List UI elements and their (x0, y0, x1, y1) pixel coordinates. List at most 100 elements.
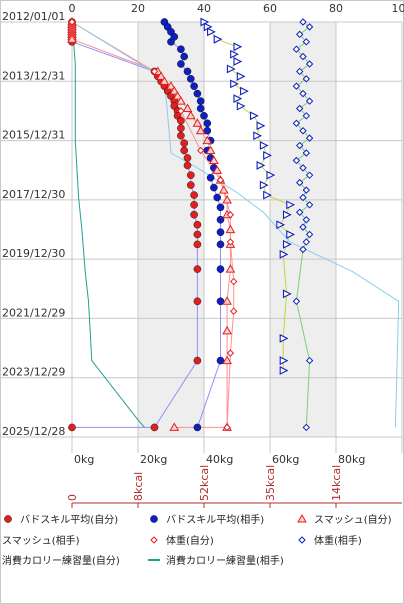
data-point-s2-21 (209, 155, 219, 164)
legend-label-2-0: 消費カロリー練習量(自分) (2, 554, 120, 567)
x-bottom-tick-label-0: 0kg (74, 453, 94, 466)
data-point-s0-35 (193, 297, 202, 306)
data-point-s3-5 (230, 49, 239, 59)
series-markers (67, 16, 314, 432)
y-tick-label-6: 2023/12/29 (2, 366, 65, 379)
legend-label-0-0: バドスキル平均(自分) (20, 513, 118, 526)
data-point-s5-12 (295, 104, 304, 113)
data-point-s1-11 (193, 89, 202, 98)
data-point-s1-14 (200, 112, 208, 120)
data-point-s3-22 (286, 200, 296, 210)
data-point-s5-34 (302, 423, 311, 432)
data-point-s5-7 (295, 67, 304, 76)
data-point-s1-7 (177, 60, 185, 68)
data-point-s2-13 (172, 91, 183, 100)
legend-label-1-2: 体重(相手) (314, 534, 362, 547)
data-point-s3-31 (279, 366, 289, 375)
y-tick-label-1: 2013/12/31 (2, 69, 65, 82)
data-point-s0-31 (193, 220, 202, 229)
data-point-s5-20 (299, 164, 307, 172)
data-point-s1-13 (196, 104, 205, 113)
data-point-s5-19 (292, 156, 301, 165)
data-point-s0-22 (180, 139, 188, 147)
data-point-s0-21 (177, 131, 185, 140)
data-point-s1-12 (196, 97, 205, 105)
data-point-s5-1 (305, 23, 314, 31)
data-point-s2-32 (222, 355, 232, 365)
data-point-s1-30 (216, 356, 225, 365)
data-point-s5-23 (302, 186, 311, 194)
data-point-s2-14 (176, 96, 186, 105)
data-point-s0-25 (183, 161, 192, 170)
y-tick-label-0: 2012/01/01 (2, 10, 65, 23)
data-point-s1-8 (183, 67, 192, 76)
data-point-s5-26 (295, 208, 304, 216)
data-point-s1-28 (216, 265, 225, 273)
data-point-s4-6 (226, 238, 235, 246)
y-tick-label-7: 2025/12/28 (2, 425, 65, 438)
data-point-s3-18 (256, 161, 266, 170)
data-point-s3-17 (263, 151, 272, 160)
data-point-s2-34 (169, 422, 180, 431)
data-point-s2-15 (182, 103, 193, 112)
data-point-s1-9 (186, 75, 195, 83)
y-tick-label-4: 2019/12/30 (2, 247, 65, 260)
x-top-tick-label-5: 100 (392, 2, 404, 15)
data-point-s2-10 (159, 76, 170, 85)
data-point-s1-21 (206, 173, 215, 182)
x-bottom-tick-label-2: 40kg (206, 453, 233, 466)
data-point-s1-10 (190, 82, 198, 90)
y-axis-tick-labels: 2012/01/01 2013/12/31 2015/12/31 2017/12/30… (2, 10, 65, 438)
legend-label-1-1: 体重(自分) (166, 534, 214, 547)
data-point-s4-9 (226, 349, 235, 357)
data-point-s4-8 (229, 307, 238, 315)
data-point-s5-16 (305, 134, 314, 142)
data-point-s5-6 (305, 60, 314, 68)
data-point-s0-38 (68, 423, 76, 432)
data-point-s2-22 (212, 165, 223, 174)
calorie-axis: 0 8kcal 52kcal 35kcal 14kcal (66, 465, 402, 508)
x-top-tick-label-2: 40 (197, 2, 211, 15)
x-axis-bottom-tick-labels: 0kg 20kg 40kg 60kg 80kg (74, 453, 365, 466)
data-point-s1-27 (216, 240, 225, 249)
data-point-s3-6 (233, 57, 243, 66)
x-top-tick-label-4: 80 (329, 2, 343, 15)
y-tick-label-2: 2015/12/31 (2, 129, 65, 142)
data-point-s5-9 (292, 82, 301, 90)
x-bottom-tick-label-4: 80kg (338, 453, 365, 466)
data-point-s4-5 (226, 211, 235, 219)
data-point-s1-16 (203, 126, 212, 135)
data-point-s3-12 (236, 101, 246, 111)
data-point-s3-26 (282, 239, 292, 249)
legend-marker-0-1 (150, 515, 158, 523)
data-point-s3-15 (253, 131, 263, 141)
data-point-s3-3 (213, 34, 223, 44)
legend-label-0-1: バドスキル平均(相手) (166, 513, 264, 526)
legend-marker-0-2 (297, 513, 307, 523)
data-point-s0-32 (193, 230, 202, 239)
data-point-s5-0 (299, 18, 307, 26)
data-point-s4-0 (68, 18, 76, 26)
x-top-tick-label-1: 20 (131, 2, 145, 15)
legend-marker-0-0 (4, 515, 12, 523)
data-point-s0-36 (193, 356, 202, 365)
data-point-s2-29 (225, 264, 236, 273)
data-point-s5-30 (302, 238, 311, 246)
data-point-s5-24 (299, 193, 307, 202)
calorie-axis-tick-label-2: 52kcal (198, 465, 211, 501)
data-point-s5-22 (295, 178, 304, 187)
data-point-s3-19 (266, 170, 276, 180)
y-tick-label-3: 2017/12/30 (2, 188, 65, 201)
data-point-s5-13 (302, 112, 311, 120)
data-point-s2-7 (67, 34, 77, 43)
data-point-s5-33 (305, 356, 314, 365)
legend-marker-1-2 (298, 536, 306, 544)
data-point-s3-9 (230, 79, 239, 89)
data-point-s5-3 (302, 38, 311, 46)
data-point-s3-13 (249, 111, 259, 121)
data-point-s2-25 (222, 195, 232, 204)
data-point-s0-26 (186, 171, 195, 179)
data-point-s3-30 (279, 356, 289, 365)
data-point-s5-31 (299, 245, 307, 254)
data-point-s2-24 (218, 185, 229, 194)
